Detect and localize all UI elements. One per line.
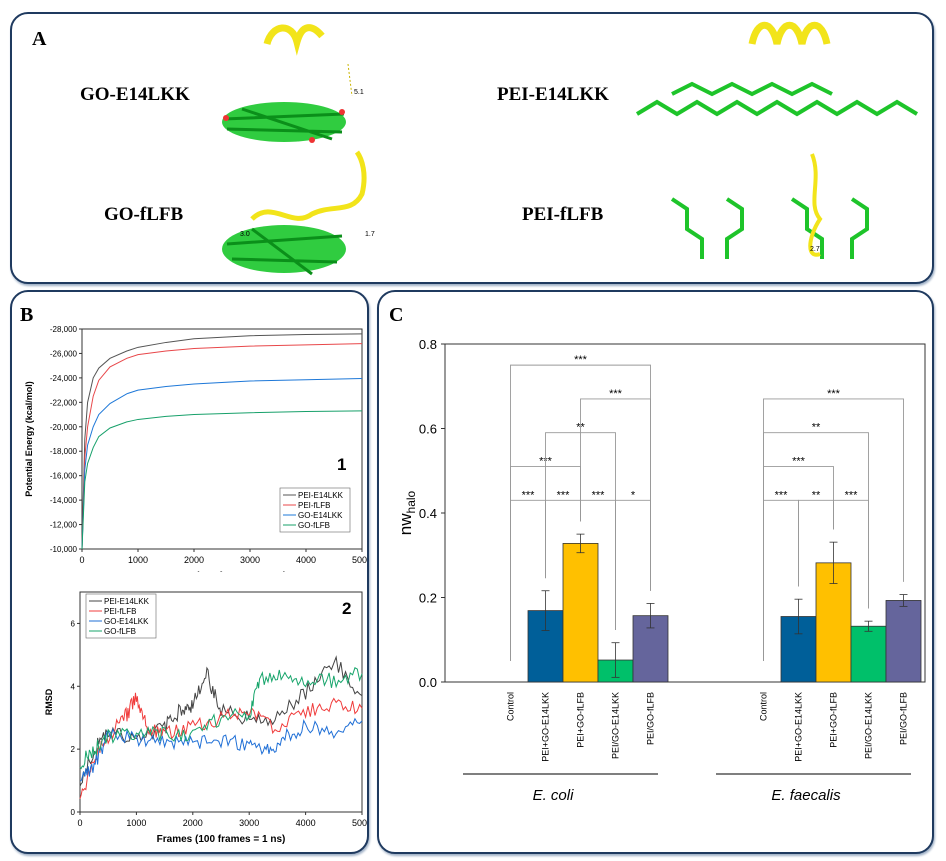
category-label: Control <box>759 692 769 721</box>
x-tick-label: 2000 <box>184 555 204 565</box>
y-tick-label: -14,000 <box>50 496 78 505</box>
legend-label: GO-fLFB <box>298 521 330 530</box>
bar-pei/go-e14lkk <box>851 626 886 682</box>
pei-branched <box>672 199 867 259</box>
x-tick-label: 3000 <box>239 818 259 828</box>
category-label: PEI+GO-E14LKK <box>794 692 804 762</box>
y-tick-label: 0.6 <box>419 422 437 437</box>
panel-c: C 0.0 0.2 0.4 0.6 0.8 nwhalo Control PEI+GO-E14… <box>377 290 934 854</box>
legend-label: PEI-E14LKK <box>298 491 344 500</box>
y-tick-label: 0.8 <box>419 337 437 352</box>
y-tick-label: -18,000 <box>50 447 78 456</box>
significance-label: * <box>631 489 636 501</box>
y-tick-label: -10,000 <box>50 545 78 554</box>
x-tick-label: 4000 <box>296 555 316 565</box>
peptide-flfb-1: 3.0 1.7 <box>240 152 375 238</box>
y-tick-label: 0.0 <box>419 675 437 690</box>
significance-label: ** <box>812 489 821 501</box>
category-label: PEI/GO-fLFB <box>646 692 656 745</box>
y-axis-title: Potential Energy (kcal/mol) <box>24 381 34 497</box>
x-tick-label: 0 <box>77 818 82 828</box>
x-tick-label: 3000 <box>240 555 260 565</box>
x-tick-label: 5000 <box>352 818 367 828</box>
y-axis-title: RMSD <box>44 688 54 715</box>
panel-number: 1 <box>337 455 346 474</box>
x-tick-label: 1000 <box>128 555 148 565</box>
panel-b: B 010002000300040005000-10,000-12,000-14… <box>10 290 369 854</box>
legend-label: PEI-E14LKK <box>104 597 150 606</box>
significance-label: *** <box>522 489 536 501</box>
significance-label: *** <box>827 388 841 400</box>
peptide-e14lkk-2 <box>752 25 827 44</box>
panel-number: 2 <box>342 599 351 618</box>
y-tick-label: 0.4 <box>419 506 437 521</box>
category-label: Control <box>506 692 516 721</box>
bar-pei+go-flfb <box>563 543 598 682</box>
x-tick-label: 5000 <box>352 555 367 565</box>
y-axis-title: nwhalo <box>396 490 418 535</box>
significance-label: *** <box>609 388 623 400</box>
category-label: PEI/GO-E14LKK <box>864 692 874 759</box>
distance-label: 3.0 <box>240 231 250 238</box>
category-label: PEI/GO-E14LKK <box>611 692 621 759</box>
distance-label: 1.7 <box>365 231 375 238</box>
significance-label: *** <box>592 489 606 501</box>
bar-pei/go-flfb <box>886 600 921 682</box>
legend-label: GO-E14LKK <box>298 511 343 520</box>
x-tick-label: 0 <box>79 555 84 565</box>
significance-label: *** <box>574 354 588 366</box>
y-tick-label: -20,000 <box>50 423 78 432</box>
y-tick-label: 0 <box>71 808 76 817</box>
category-label: PEI+GO-E14LKK <box>541 692 551 762</box>
peptide-e14lkk-1: 5.1 <box>267 28 364 96</box>
bar-chart-nw-halo: 0.0 0.2 0.4 0.6 0.8 nwhalo Control PEI+GO-E14LK… <box>379 292 932 852</box>
legend-label: PEI-fLFB <box>104 607 136 616</box>
significance-label: ** <box>812 422 821 434</box>
category-label: PEI+GO-fLFB <box>576 692 586 748</box>
y-tick-label: -16,000 <box>50 472 78 481</box>
significance-bracket <box>616 500 651 630</box>
go-sheet-1 <box>222 102 346 143</box>
x-tick-label: 2000 <box>183 818 203 828</box>
y-tick-label: -12,000 <box>50 521 78 530</box>
distance-label: 2.7 <box>810 246 820 253</box>
distance-label: 5.1 <box>354 89 364 96</box>
y-tick-label: -28,000 <box>50 325 78 334</box>
legend-label: GO-E14LKK <box>104 617 149 626</box>
x-tick-label: 1000 <box>126 818 146 828</box>
y-tick-label: 0.2 <box>419 591 437 606</box>
y-tick-label: -22,000 <box>50 398 78 407</box>
significance-label: *** <box>557 489 571 501</box>
legend-label: GO-fLFB <box>104 627 136 636</box>
category-label: PEI+GO-fLFB <box>829 692 839 748</box>
x-axis-title: Frames (100 frames = 1 ns) <box>157 834 286 845</box>
y-tick-label: 2 <box>71 745 76 754</box>
category-label: PEI/GO-fLFB <box>899 692 909 745</box>
y-tick-label: 6 <box>71 619 76 628</box>
significance-label: *** <box>845 489 859 501</box>
molecular-structures: 5.1 3.0 1.7 2.7 <box>12 14 932 282</box>
group-label: E. faecalis <box>771 787 841 804</box>
rmsd-chart: 0 1000 2000 3000 4000 5000 0 2 4 6 Frames (100 fra… <box>12 572 367 852</box>
legend-label: PEI-fLFB <box>298 501 330 510</box>
significance-label: *** <box>792 456 806 468</box>
panel-a: A GO-E14LKK PEI-E14LKK GO-fLFB PEI-fLFB … <box>10 12 934 284</box>
y-tick-label: 4 <box>71 682 76 691</box>
group-label: E. coli <box>533 787 575 804</box>
significance-label: *** <box>775 489 789 501</box>
peptide-flfb-2: 2.7 <box>810 154 820 255</box>
pei-chain-1 <box>637 84 917 114</box>
potential-energy-chart: 0 1000 2000 3000 4000 5000 -10,000 -12,000 -14,0… <box>12 292 367 572</box>
series-line-pei-e14lkk <box>80 657 362 786</box>
series-line-go-flfb <box>80 668 362 769</box>
x-tick-label: 4000 <box>296 818 316 828</box>
y-tick-label: -24,000 <box>50 374 78 383</box>
y-tick-label: -26,000 <box>50 349 78 358</box>
